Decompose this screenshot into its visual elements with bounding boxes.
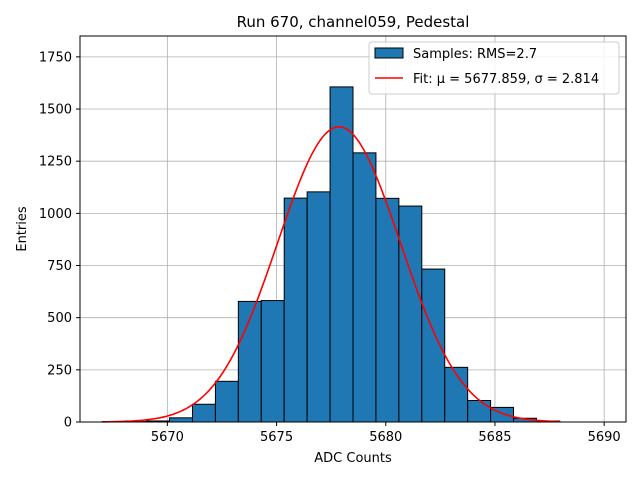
- y-tick-label: 1250: [39, 155, 72, 170]
- histogram-bar: [467, 400, 492, 423]
- legend-fit-label: Fit: μ = 5677.859, σ = 2.814: [413, 72, 599, 87]
- x-tick-label: 5690: [588, 430, 621, 445]
- histogram-bar: [169, 417, 193, 423]
- y-tick-label: 1000: [39, 207, 72, 222]
- x-tick-label: 5685: [478, 430, 511, 445]
- histogram-bar: [191, 403, 216, 423]
- histogram-bar: [306, 191, 331, 423]
- legend: Samples: RMS=2.7 Fit: μ = 5677.859, σ = …: [368, 41, 620, 95]
- legend-histogram-label: Samples: RMS=2.7: [413, 47, 537, 62]
- histogram-bar: [214, 380, 239, 423]
- histogram-bar: [329, 86, 354, 423]
- y-tick-label: 750: [47, 259, 72, 274]
- y-tick-label: 1500: [39, 103, 72, 118]
- x-axis-label: ADC Counts: [314, 451, 392, 466]
- histogram-bar: [283, 197, 308, 423]
- fit-curve: [101, 125, 561, 423]
- x-tick-label: 5675: [260, 430, 293, 445]
- y-tick-label: 0: [64, 416, 72, 431]
- x-tick-label: 5670: [151, 430, 184, 445]
- y-tick-label: 500: [47, 311, 72, 326]
- y-tick-label: 1750: [39, 50, 72, 65]
- histogram-bar: [375, 197, 400, 423]
- chart-title: Run 670, channel059, Pedestal: [237, 13, 470, 31]
- x-tick-label: 5680: [369, 430, 402, 445]
- histogram-bar: [444, 366, 469, 423]
- histogram-bar: [260, 300, 285, 423]
- y-axis-ticks: 0 250 500 750 1000 1250 1500 1750: [39, 50, 80, 431]
- histogram-bar: [398, 205, 423, 423]
- histogram-bar: [352, 152, 377, 423]
- y-axis-label: Entries: [15, 206, 30, 252]
- plot-frame: [79, 35, 627, 423]
- y-tick-label: 250: [47, 363, 72, 378]
- legend-histogram-swatch: [374, 47, 404, 59]
- histogram-bar: [421, 268, 446, 423]
- legend-box: [368, 41, 620, 95]
- x-axis-ticks: 5670 5675 5680 5685 5690: [151, 422, 621, 445]
